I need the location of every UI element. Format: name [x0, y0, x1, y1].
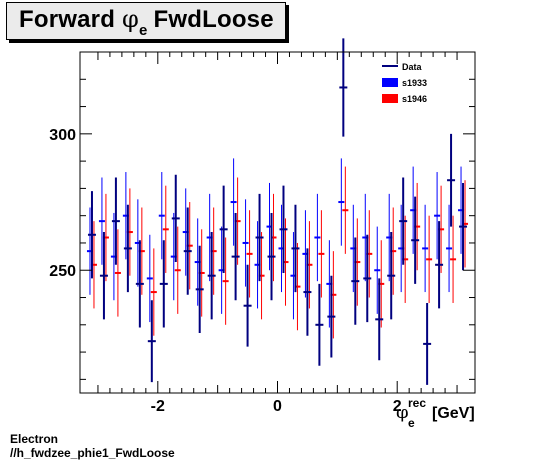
- x-axis-title: φ rec e [GeV]: [396, 396, 475, 430]
- x-tick-label: -2: [151, 398, 165, 415]
- axes-group: -2 0 2 250 300: [49, 51, 475, 415]
- x-tick-label: 2: [393, 398, 402, 415]
- legend-data-label: Data: [402, 62, 423, 72]
- x-axis-unit: [GeV]: [432, 405, 475, 422]
- title-suffix: FwdLoose: [153, 6, 274, 33]
- x-axis-superscript: rec: [408, 396, 427, 410]
- y-tick-label: 300: [49, 127, 76, 144]
- chart-title: Forward φe FwdLoose: [19, 5, 274, 39]
- title-box: Forward φe FwdLoose: [6, 2, 286, 40]
- legend: Data s1933 s1946: [382, 62, 427, 104]
- footer-histogram-path: //h_fwdzee_phie1_FwdLoose: [10, 446, 175, 460]
- legend-s1946-swatch: [382, 94, 398, 103]
- title-phi-symbol: φ: [121, 5, 139, 33]
- legend-s1933-label: s1933: [402, 78, 427, 88]
- legend-s1946-label: s1946: [402, 94, 427, 104]
- x-tick-label: 0: [273, 398, 282, 415]
- legend-s1933-swatch: [382, 78, 398, 87]
- x-axis-phi-symbol: φ: [396, 402, 409, 423]
- title-subscript: e: [138, 22, 148, 39]
- title-prefix: Forward: [19, 6, 116, 33]
- y-tick-label: 250: [49, 263, 76, 280]
- chart-marks-group: [86, 38, 469, 385]
- footer-label: Electron: [10, 432, 59, 446]
- x-axis-subscript: e: [408, 416, 415, 430]
